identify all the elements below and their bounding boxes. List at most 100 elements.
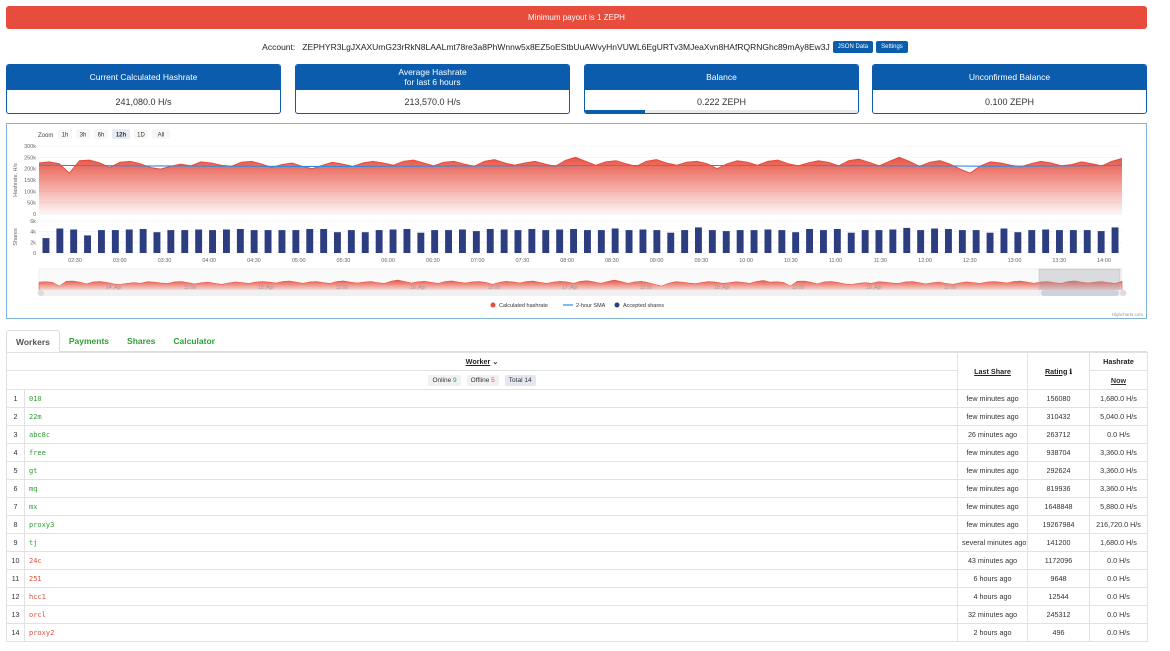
last-share: 43 minutes ago	[957, 551, 1029, 570]
card-title: Unconfirmed Balance	[873, 65, 1146, 90]
chevron-down-icon: ⌄	[492, 357, 499, 366]
last-share-header[interactable]: Last Share	[957, 352, 1029, 390]
table-row[interactable]: 10 24c 43 minutes ago 1172096 0.0 H/s	[6, 551, 1149, 570]
hashrate-header: Hashrate	[1089, 352, 1149, 371]
share-bar	[1111, 227, 1119, 253]
share-bar	[750, 230, 758, 253]
y-tick-label: 50k	[27, 201, 36, 207]
payout-progress-fill	[585, 110, 646, 113]
worker-name[interactable]: tj	[23, 533, 959, 552]
tab-calculator[interactable]: Calculator	[173, 336, 215, 346]
share-bar	[209, 230, 216, 253]
settings-button[interactable]: Settings	[876, 41, 908, 53]
x-tick-label: 09:30	[694, 258, 708, 264]
worker-header[interactable]: Worker ⌄	[5, 352, 959, 371]
hashrate-now: 5,040.0 H/s	[1089, 407, 1149, 426]
worker-name[interactable]: gt	[23, 461, 959, 480]
table-row[interactable]: 1 010 few minutes ago 156080 1,680.0 H/s	[6, 389, 1149, 408]
y-tick-label: 0	[33, 251, 36, 257]
legend-sma-label: 2-hour SMA	[576, 303, 606, 309]
info-icon[interactable]: ℹ	[1069, 366, 1073, 376]
rating-header-label: Rating	[1044, 366, 1068, 376]
share-bar	[500, 229, 508, 253]
share-bar	[195, 229, 203, 253]
x-tick-label: 07:00	[471, 258, 485, 264]
last-share-header-label: Last Share	[974, 366, 1011, 376]
table-row[interactable]: 11 251 6 hours ago 9648 0.0 H/s	[6, 569, 1149, 588]
share-bar	[125, 229, 133, 253]
table-row[interactable]: 4 free few minutes ago 938704 3,360.0 H/s	[6, 443, 1149, 462]
zoom-button-bg	[134, 129, 148, 139]
worker-name[interactable]: abc8c	[23, 425, 959, 444]
table-row[interactable]: 7 mx few minutes ago 1648848 5,880.0 H/s	[6, 497, 1149, 516]
tab-payments[interactable]: Payments	[68, 336, 110, 346]
card-value: 0.100 ZEPH	[984, 97, 1035, 107]
table-row[interactable]: 5 gt few minutes ago 292624 3,360.0 H/s	[6, 461, 1149, 480]
share-bar	[167, 230, 175, 253]
chart-svg: Zoom 1h 3h 6h 12h 1D All 300k 250k 200k 150k 100k 50…	[13, 129, 1143, 317]
worker-name[interactable]: 251	[23, 569, 959, 588]
table-row[interactable]: 8 proxy3 few minutes ago 19267984 216,720.0 …	[6, 515, 1149, 534]
worker-name[interactable]: 010	[23, 389, 959, 408]
share-bar	[514, 230, 522, 253]
x-tick-label: 07:30	[516, 258, 530, 264]
x-tick-label: 12:00	[918, 258, 932, 264]
last-share: few minutes ago	[957, 479, 1029, 498]
table-row[interactable]: 3 abc8c 26 minutes ago 263712 0.0 H/s	[6, 425, 1149, 444]
worker-name[interactable]: mq	[23, 479, 959, 498]
share-bar	[542, 230, 550, 253]
table-row[interactable]: 2 22m few minutes ago 310432 5,040.0 H/s	[6, 407, 1149, 426]
rating: 1172096	[1027, 551, 1091, 570]
card-value: 0.222 ZEPH	[696, 97, 747, 107]
rating: 496	[1027, 623, 1091, 642]
table-row[interactable]: 6 mq few minutes ago 819936 3,360.0 H/s	[6, 479, 1149, 498]
zoom-button-bg	[152, 129, 170, 139]
share-bar	[1083, 230, 1091, 253]
worker-name[interactable]: proxy2	[23, 623, 959, 642]
last-share: few minutes ago	[957, 461, 1029, 480]
worker-name[interactable]: 22m	[23, 407, 959, 426]
share-bar	[570, 229, 577, 253]
filter-online-count: 9	[453, 376, 457, 384]
worker-name[interactable]: hcc1	[23, 587, 959, 606]
share-bar	[667, 232, 675, 253]
rating: 263712	[1027, 425, 1091, 444]
rating-header[interactable]: Rating ℹ	[1027, 352, 1091, 390]
navigator-scrollbar-track	[37, 290, 1127, 296]
table-row[interactable]: 12 hcc1 4 hours ago 12544 0.0 H/s	[6, 587, 1149, 606]
card-title: Current Calculated Hashrate	[7, 65, 280, 90]
rating: 141200	[1027, 533, 1091, 552]
worker-name[interactable]: orcl	[23, 605, 959, 624]
rating: 12544	[1027, 587, 1091, 606]
card-value: 213,570.0 H/s	[404, 97, 461, 107]
y-tick-label: 2k	[30, 240, 36, 246]
worker-name[interactable]: free	[23, 443, 959, 462]
hashrate-now-header[interactable]: Now	[1089, 370, 1149, 390]
share-bar	[986, 232, 994, 253]
share-bar	[320, 229, 328, 253]
hashrate-now-label: Now	[1110, 375, 1127, 385]
table-row[interactable]: 14 proxy2 2 hours ago 496 0.0 H/s	[6, 623, 1149, 642]
filter-offline[interactable]: Offline 5	[466, 374, 499, 386]
table-row[interactable]: 13 orcl 32 minutes ago 245312 0.0 H/s	[6, 605, 1149, 624]
share-bar	[528, 229, 536, 253]
filter-total[interactable]: Total 14	[504, 374, 536, 386]
hashrate-now: 1,680.0 H/s	[1089, 389, 1149, 408]
share-bar	[84, 235, 91, 253]
hashrate-now: 0.0 H/s	[1089, 425, 1149, 444]
worker-name[interactable]: proxy3	[23, 515, 959, 534]
table-row[interactable]: 9 tj several minutes ago 141200 1,680.0 H/s	[6, 533, 1149, 552]
navigator-label: 12:00	[944, 285, 957, 291]
worker-name[interactable]: 24c	[23, 551, 959, 570]
last-share: 32 minutes ago	[957, 605, 1029, 624]
tab-workers[interactable]: Workers	[6, 330, 60, 352]
worker-filters: Online 9 Offline 5 Total 14	[5, 370, 959, 390]
hashrate-now: 0.0 H/s	[1089, 605, 1149, 624]
worker-name[interactable]: mx	[23, 497, 959, 516]
filter-online[interactable]: Online 9	[428, 374, 461, 386]
json-data-button[interactable]: JSON Data	[832, 41, 874, 53]
filter-total-label: Total	[508, 376, 523, 384]
x-tick-label: 10:00	[739, 258, 753, 264]
share-bar	[472, 231, 480, 253]
tab-shares[interactable]: Shares	[127, 336, 156, 346]
